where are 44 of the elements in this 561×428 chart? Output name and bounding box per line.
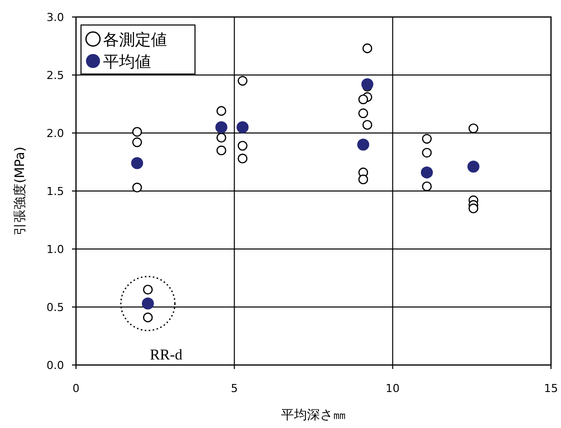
legend-label: 各測定値 — [103, 30, 167, 49]
point — [361, 78, 374, 90]
point — [215, 121, 228, 134]
y-tick-label: 1.0 — [46, 243, 64, 256]
x-axis-title: 平均深さ㎜ — [281, 408, 346, 423]
point — [468, 204, 478, 214]
point — [238, 140, 248, 151]
point — [422, 134, 432, 144]
y-tick-label: 1.5 — [46, 185, 64, 198]
point — [362, 120, 372, 130]
point — [468, 123, 478, 134]
point — [216, 146, 226, 156]
point — [362, 43, 372, 54]
point — [238, 76, 248, 86]
legend-label: 平均値 — [103, 52, 151, 71]
point — [132, 137, 142, 148]
point — [142, 284, 153, 294]
x-tick-label: 15 — [544, 382, 558, 395]
y-tick-label: 0.5 — [46, 301, 64, 314]
y-tick-label: 2.0 — [46, 127, 64, 140]
annotation: RR-d — [150, 348, 183, 364]
point — [131, 157, 144, 170]
point — [238, 154, 248, 164]
point — [358, 94, 368, 104]
point — [216, 132, 226, 143]
x-tick-label: 5 — [230, 382, 238, 395]
y-tick-label: 3.0 — [46, 11, 64, 24]
y-tick-label: 2.5 — [46, 69, 64, 82]
y-axis-title: 引張強度(MPa) — [12, 146, 28, 236]
point — [422, 181, 432, 192]
point — [422, 148, 432, 158]
point — [358, 174, 368, 184]
point — [142, 312, 153, 322]
x-tick-label: 10 — [386, 382, 400, 395]
point — [467, 160, 480, 173]
point — [420, 166, 433, 178]
point — [216, 106, 226, 116]
y-tick-label: 0.0 — [46, 359, 64, 372]
point — [236, 121, 249, 134]
x-tick-label: 0 — [72, 382, 80, 395]
point — [132, 126, 142, 137]
point — [132, 182, 142, 192]
point — [358, 108, 368, 118]
point — [357, 138, 370, 151]
